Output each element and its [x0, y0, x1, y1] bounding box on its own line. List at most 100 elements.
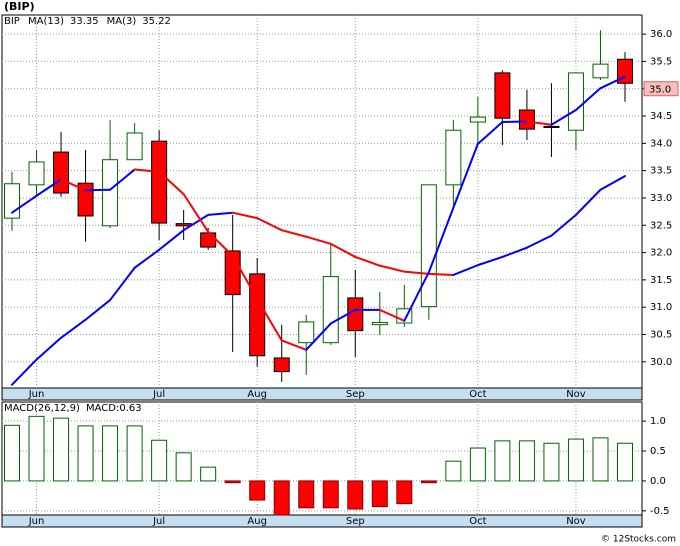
- macd-bar: [28, 415, 45, 482]
- x-tick-label: Nov: [566, 516, 586, 527]
- legend-label: MA(13): [28, 16, 64, 27]
- candle-body: [567, 72, 584, 131]
- x-tick-label: Sep: [346, 389, 365, 400]
- ma-line: [60, 318, 87, 339]
- macd-bar: [249, 480, 266, 501]
- macd-bar: [322, 480, 339, 509]
- ma-line: [231, 211, 259, 220]
- macd-bar: [469, 447, 486, 482]
- candle-body: [592, 63, 609, 79]
- ma-line: [378, 308, 406, 322]
- y-tick-label: 35.5: [650, 56, 672, 67]
- ma-line: [574, 188, 602, 216]
- candle-body: [494, 72, 511, 119]
- macd-bar: [592, 437, 609, 482]
- y-tick-label: 32.0: [650, 248, 672, 259]
- legend-value: MACD:0.63: [86, 403, 142, 414]
- candle-body: [53, 151, 70, 194]
- macd-panel: [1, 401, 643, 528]
- ma-line: [305, 322, 332, 351]
- ma-line: [476, 255, 504, 267]
- ma-line: [11, 358, 38, 386]
- x-tick-label: Jul: [152, 516, 165, 527]
- x-tick-label: Nov: [566, 389, 586, 400]
- macd-bar: [77, 425, 94, 482]
- ma-line: [305, 235, 332, 245]
- legend-value: 35.22: [142, 16, 171, 27]
- ma-line: [599, 175, 626, 191]
- ma-line: [427, 206, 455, 274]
- legend-value: 33.35: [70, 16, 99, 27]
- ma-line: [109, 168, 136, 191]
- x-tick-label: Jul: [152, 389, 165, 400]
- ma-line: [329, 242, 357, 258]
- legend-symbol: BIP: [4, 16, 20, 27]
- macd-bar: [420, 480, 437, 484]
- y-tick-label: 30.5: [650, 329, 672, 340]
- ma-line: [550, 213, 577, 237]
- ma-line: [525, 120, 553, 126]
- ma-line: [84, 299, 112, 321]
- macd-bar: [347, 480, 364, 510]
- candle-body: [102, 159, 119, 227]
- x-tick-label: Oct: [469, 516, 486, 527]
- ma-line: [354, 255, 381, 267]
- ma-line: [599, 75, 626, 90]
- y-tick-label: 34.0: [650, 138, 672, 149]
- ma-line: [403, 270, 430, 275]
- legend-label: MACD(26,12,9): [4, 403, 80, 414]
- ma-line: [501, 246, 528, 258]
- ma-line: [35, 336, 63, 361]
- candle-body: [77, 182, 94, 217]
- y-tick-label: 32.5: [650, 220, 672, 231]
- x-tick-label: Aug: [247, 516, 267, 527]
- macd-bar: [494, 440, 511, 482]
- macd-bar: [273, 480, 290, 516]
- ma-line: [280, 339, 308, 351]
- candle-body: [298, 321, 315, 344]
- macd-bar: [445, 460, 462, 482]
- y-tick-label: -0.5: [650, 506, 670, 517]
- macd-bar: [543, 442, 560, 482]
- ma-line: [403, 271, 430, 322]
- macd-bar: [151, 439, 168, 482]
- macd-bar: [224, 480, 241, 484]
- y-tick-label: 31.0: [650, 302, 672, 313]
- candle-body: [200, 232, 217, 248]
- candle-body: [371, 321, 388, 326]
- ma-line: [133, 248, 161, 269]
- candle-body: [273, 357, 290, 373]
- candle-body: [175, 223, 192, 227]
- y-tick-label: 33.5: [650, 166, 672, 177]
- x-tick-label: Aug: [247, 389, 267, 400]
- x-tick-label: Jun: [28, 389, 45, 400]
- macd-bar: [4, 424, 20, 482]
- ma-line: [256, 297, 283, 342]
- candle-body: [469, 116, 486, 123]
- candle-body: [445, 129, 462, 186]
- footer: © 12Stocks.com: [601, 535, 676, 545]
- price-marker: [643, 81, 679, 97]
- ma-line: [11, 194, 38, 214]
- candle-body: [126, 132, 143, 161]
- x-tick-label: Sep: [346, 516, 365, 527]
- y-tick-label: 34.5: [650, 111, 672, 122]
- ma-line: [207, 230, 234, 257]
- y-tick-label: 1.0: [650, 416, 666, 427]
- candle-body: [28, 161, 45, 186]
- x-tick-label: Jun: [28, 516, 45, 527]
- ma-line: [550, 109, 577, 126]
- y-tick-label: 30.0: [650, 357, 672, 368]
- legend-label: MA(3): [107, 16, 137, 27]
- x-axis-band: [2, 388, 642, 400]
- ma-line: [574, 87, 602, 112]
- ma-line: [280, 229, 308, 238]
- ma-line: [427, 272, 455, 276]
- ma-line: [158, 170, 185, 196]
- ma-line: [256, 217, 283, 232]
- candle-body: [617, 58, 633, 84]
- ma-line: [452, 142, 479, 209]
- ma-line: [84, 188, 112, 192]
- macd-bar: [126, 425, 143, 482]
